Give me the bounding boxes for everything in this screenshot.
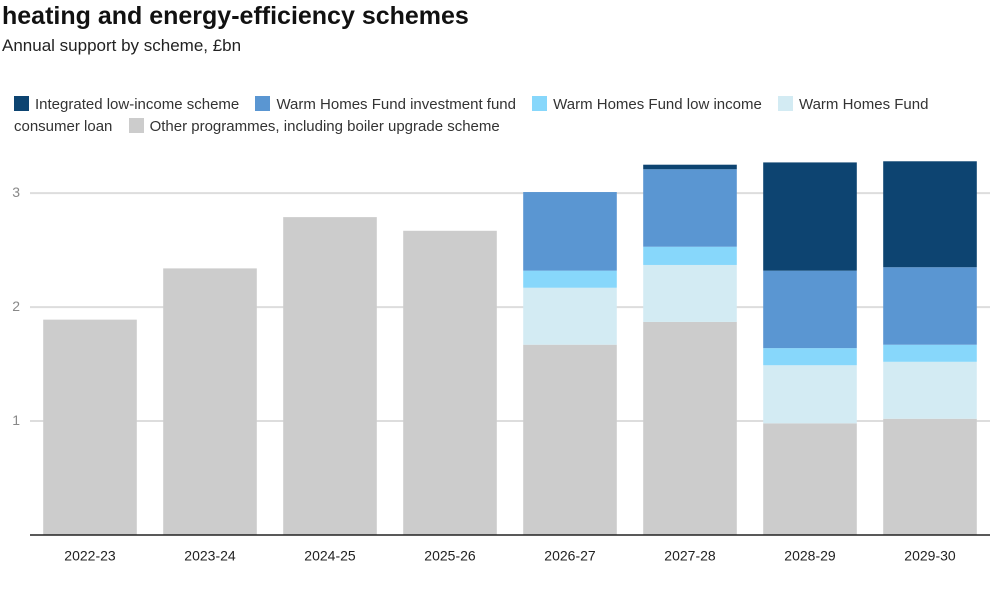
legend-swatch — [128, 118, 144, 133]
bar-segment — [763, 162, 857, 271]
legend-label: Warm Homes Fund low income — [553, 96, 762, 113]
legend-swatch — [14, 96, 29, 111]
bar-segment — [523, 287, 617, 345]
bar-segment — [883, 161, 977, 268]
bar-segment — [763, 270, 857, 349]
legend-swatch — [532, 96, 548, 111]
legend-label: Warm Homes Fund investment fund — [276, 96, 516, 113]
legend-item: Other programmes, including boiler upgra… — [128, 118, 500, 135]
bar-segment — [43, 319, 137, 535]
bar-segment — [523, 192, 617, 271]
legend-label: Warm Homes Fund consumer loan — [14, 96, 929, 135]
x-tick-label: 2028-29 — [784, 548, 836, 564]
y-tick-label: 3 — [12, 184, 20, 200]
legend-item: Warm Homes Fund investment fund — [255, 96, 516, 113]
bar-segment — [643, 246, 737, 265]
x-tick-label: 2026-27 — [544, 548, 596, 564]
legend-label: Integrated low-income scheme — [35, 96, 240, 113]
legend-label: Other programmes, including boiler upgra… — [149, 118, 500, 135]
legend-item: Warm Homes Fund consumer loan — [14, 96, 928, 135]
bar-segment — [883, 267, 977, 345]
bar-segment — [763, 348, 857, 366]
y-tick-label: 2 — [12, 298, 20, 314]
x-tick-label: 2024-25 — [304, 548, 356, 564]
bar-segment — [643, 169, 737, 247]
legend-item: Warm Homes Fund low income — [532, 96, 762, 113]
bar-segment — [643, 164, 737, 170]
x-tick-label: 2023-24 — [184, 548, 236, 564]
bar-segment — [163, 268, 257, 535]
bar-segment — [883, 361, 977, 419]
legend-swatch — [777, 96, 793, 111]
bar-segment — [883, 418, 977, 535]
chart-title: heating and energy-efficiency schemes — [2, 2, 469, 30]
bar-segment — [763, 365, 857, 424]
bar-segment — [403, 230, 497, 536]
bar-segment — [643, 264, 737, 322]
bar-segment — [283, 217, 377, 536]
legend: Integrated low-income scheme Warm Homes … — [14, 94, 944, 138]
bar-segment — [523, 270, 617, 288]
x-tick-label: 2029-30 — [904, 548, 956, 564]
x-tick-label: 2022-23 — [64, 548, 116, 564]
bar-segment — [523, 344, 617, 535]
bar-segment — [763, 423, 857, 535]
bar-segment — [643, 321, 737, 535]
y-tick-label: 1 — [12, 412, 20, 428]
chart-subtitle: Annual support by scheme, £bn — [2, 36, 242, 55]
legend-item: Integrated low-income scheme — [14, 96, 239, 113]
x-tick-label: 2025-26 — [424, 548, 476, 564]
bar-segment — [883, 344, 977, 362]
legend-swatch — [255, 96, 271, 111]
x-tick-label: 2027-28 — [664, 548, 716, 564]
